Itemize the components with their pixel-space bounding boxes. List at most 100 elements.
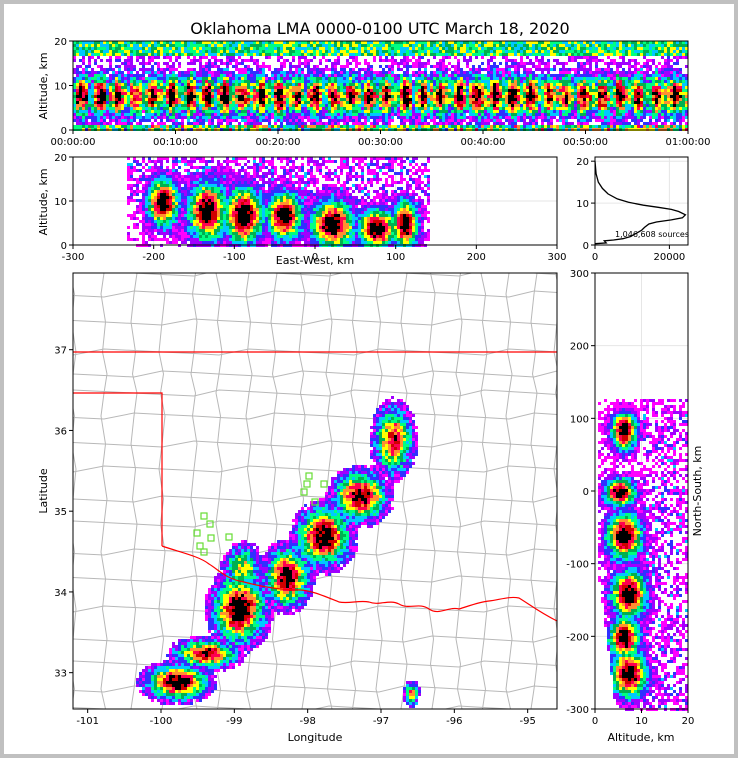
- longitude-tick-label: -101: [76, 716, 99, 727]
- time-tick-label: 01:00:00: [666, 137, 711, 148]
- latitude-tick-label: 34: [54, 588, 67, 599]
- altitude-tick-label: 0: [592, 716, 598, 727]
- red-river-border: [161, 545, 557, 622]
- altitude-tick-label: 10: [635, 716, 648, 727]
- ew-height-xlabel: East-West, km: [276, 254, 354, 267]
- ns-tick-label: 300: [570, 269, 589, 280]
- station-marker: [300, 488, 308, 496]
- county-line: [123, 273, 557, 277]
- latitude-tick-label: 35: [54, 507, 67, 518]
- time-height-density: [73, 41, 688, 131]
- ns-tick-label: -200: [566, 632, 589, 643]
- station-marker: [311, 498, 319, 506]
- ns-height-x-ticks: 0 10 20: [592, 709, 695, 727]
- altitude-tick-label: 0: [61, 126, 67, 137]
- time-tick-label: 00:30:00: [358, 137, 403, 148]
- ew-height-ylabel: Altitude, km: [37, 168, 50, 235]
- time-tick-label: 00:10:00: [153, 137, 198, 148]
- station-marker: [320, 480, 328, 488]
- station-marker: [303, 480, 311, 488]
- county-line: [158, 273, 166, 709]
- longitude-tick-label: -95: [519, 716, 535, 727]
- histogram-frame: [594, 156, 689, 246]
- county-line: [73, 290, 557, 298]
- source-count-tick-label: 0: [592, 252, 598, 263]
- ew-height-y-ticks: 0 10 20: [54, 153, 73, 252]
- ew-tick-label: 100: [386, 252, 405, 263]
- station-marker: [225, 533, 233, 541]
- time-tick-label: 00:40:00: [461, 137, 506, 148]
- county-line: [73, 705, 518, 709]
- station-marker: [200, 512, 208, 520]
- ns-height-density: [598, 399, 688, 711]
- lma-figure: Oklahoma LMA 0000-0100 UTC March 18, 202…: [37, 19, 710, 744]
- longitude-tick-label: -96: [446, 716, 462, 727]
- ns-tick-label: 0: [583, 487, 589, 498]
- station-marker: [193, 529, 201, 537]
- longitude-tick-label: -98: [299, 716, 315, 727]
- county-line: [428, 273, 436, 709]
- county-line: [73, 318, 557, 326]
- altitude-tick-label: 20: [54, 153, 67, 164]
- figure-title: Oklahoma LMA 0000-0100 UTC March 18, 202…: [190, 19, 569, 38]
- county-line: [480, 273, 488, 709]
- plan-view-xlabel: Longitude: [288, 731, 343, 744]
- source-count-tick-label: 20000: [653, 252, 685, 263]
- station-marker: [206, 520, 214, 528]
- ns-tick-label: 200: [570, 342, 589, 353]
- latitude-tick-label: 37: [54, 346, 67, 357]
- ew-height-panel: -300 -200 -100 0 100 200 300 0 10 20 Altitude, k…: [37, 153, 567, 267]
- time-height-x-ticks: 00:00:00 00:10:00 00:20:00 00:30:00 00:40:00…: [51, 130, 711, 148]
- altitude-tick-label: 20: [54, 37, 67, 48]
- altitude-tick-label: 20: [576, 157, 589, 168]
- plan-view-ylabel: Latitude: [37, 468, 50, 514]
- time-height-ylabel: Altitude, km: [37, 52, 50, 119]
- county-line: [455, 273, 463, 709]
- plan-view-x-ticks: -101 -100 -99 -98 -97 -96 -95: [76, 709, 536, 727]
- ew-tick-label: -300: [62, 252, 85, 263]
- ns-height-xlabel: Altitude, km: [607, 731, 674, 744]
- county-line: [530, 273, 538, 709]
- plan-view-frame: [72, 272, 558, 710]
- panhandle-border: [73, 392, 163, 546]
- histogram-y-ticks: 0 10 20: [576, 157, 595, 252]
- county-line: [400, 273, 408, 709]
- ew-tick-label: 200: [467, 252, 486, 263]
- figure-frame: Oklahoma LMA 0000-0100 UTC March 18, 202…: [4, 4, 734, 754]
- altitude-tick-label: 10: [54, 197, 67, 208]
- longitude-tick-label: -97: [373, 716, 389, 727]
- ew-tick-label: 300: [547, 252, 566, 263]
- plan-view-density: [136, 396, 421, 708]
- ew-height-x-ticks: -300 -200 -100 0 100 200 300: [62, 245, 567, 263]
- latitude-tick-label: 33: [54, 669, 67, 680]
- histogram-x-ticks: 0 20000: [592, 245, 685, 263]
- ew-tick-label: -100: [223, 252, 246, 263]
- state-border-lines: [73, 351, 557, 622]
- ns-height-ylabel: North-South, km: [691, 446, 704, 537]
- county-line: [73, 605, 557, 613]
- county-line: [270, 273, 278, 709]
- ns-height-panel: 0 10 20 300 200 100 0 -100 -200 -300 North-South…: [566, 269, 704, 744]
- county-line: [73, 635, 557, 643]
- altitude-tick-label: 10: [576, 199, 589, 210]
- station-marker: [207, 534, 215, 542]
- ns-height-y-ticks: 300 200 100 0 -100 -200 -300: [566, 269, 595, 716]
- latitude-tick-label: 36: [54, 426, 67, 437]
- station-marker: [196, 542, 204, 550]
- time-tick-label: 00:50:00: [563, 137, 608, 148]
- plan-view-y-ticks: 33 34 35 36 37: [54, 346, 73, 680]
- time-height-panel: 00:00:00 00:10:00 00:20:00 00:30:00 00:40:00…: [37, 37, 710, 148]
- county-line: [553, 273, 557, 709]
- ns-tick-label: -100: [566, 560, 589, 571]
- time-height-y-ticks: 0 10 20: [54, 37, 73, 137]
- ew-tick-label: 0: [312, 252, 318, 263]
- county-line: [100, 273, 108, 709]
- altitude-tick-label: 10: [54, 82, 67, 93]
- county-line: [73, 284, 77, 703]
- longitude-tick-label: -100: [150, 716, 173, 727]
- county-line: [73, 370, 557, 378]
- county-line: [130, 273, 138, 709]
- altitude-tick-label: 20: [682, 716, 695, 727]
- plan-view-panel: -101 -100 -99 -98 -97 -96 -95 33 34 35 36 37 Latit…: [37, 272, 558, 744]
- time-tick-label: 00:20:00: [256, 137, 301, 148]
